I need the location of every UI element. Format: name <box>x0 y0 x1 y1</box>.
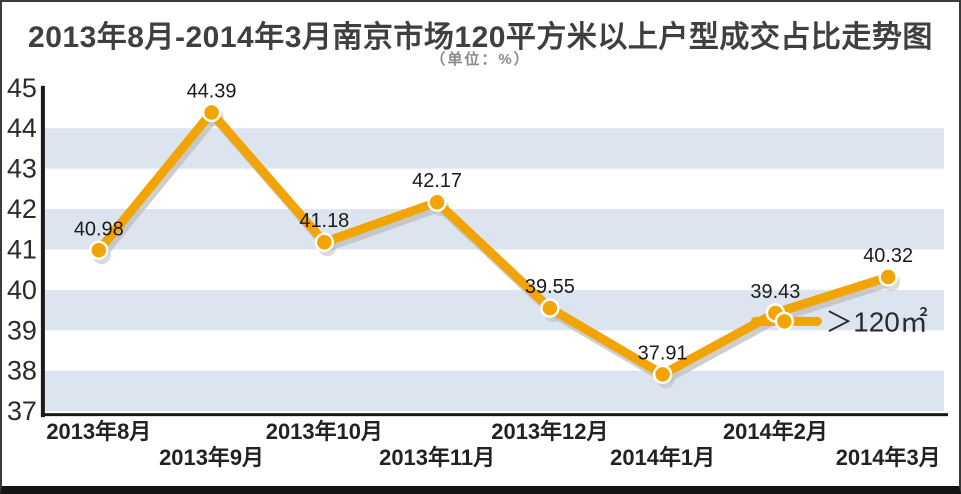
x-tick-label: 2013年10月 <box>266 419 383 444</box>
grid-band <box>44 209 945 250</box>
value-label: 39.43 <box>750 281 800 303</box>
data-point-marker <box>314 232 335 252</box>
legend-marker <box>774 311 795 332</box>
x-tick-label: 2014年1月 <box>610 445 715 470</box>
line-chart: 45 44 43 42 41 40 39 38 37 ＞120㎡ 40.98 44.39 41.18 42… <box>7 73 949 470</box>
grid-band <box>44 370 945 412</box>
data-point-marker <box>652 364 673 385</box>
data-point-marker <box>89 240 109 261</box>
y-axis-line <box>40 85 45 418</box>
y-tick-label: 39 <box>7 315 37 345</box>
chart-title: 2013年8月-2014年3月南京市场120平方米以上户型成交占比走势图 <box>28 21 933 54</box>
x-tick-label: 2013年11月 <box>379 445 495 470</box>
value-label: 39.55 <box>525 276 575 298</box>
chart-subtitle: （单位：%） <box>430 51 531 68</box>
value-label: 37.91 <box>638 342 688 364</box>
y-tick-label: 45 <box>7 73 37 103</box>
x-axis-line <box>40 413 949 417</box>
y-tick-label: 37 <box>7 396 37 426</box>
data-point-marker <box>540 298 560 318</box>
y-tick-label: 42 <box>7 194 37 224</box>
x-tick-label: 2013年9月 <box>159 445 264 470</box>
data-point-marker <box>201 102 222 123</box>
y-tick-label: 41 <box>7 234 37 264</box>
legend-label: ＞120㎡ <box>825 306 928 337</box>
value-label: 44.39 <box>187 81 237 103</box>
x-tick-label: 2014年2月 <box>723 419 828 444</box>
value-label: 40.32 <box>863 245 913 267</box>
value-label: 40.98 <box>74 218 124 240</box>
value-label: 42.17 <box>412 170 462 192</box>
x-tick-label: 2014年3月 <box>836 445 941 470</box>
value-label: 41.18 <box>299 210 349 232</box>
x-tick-label: 2013年12月 <box>491 419 608 444</box>
y-tick-label: 38 <box>7 356 37 386</box>
x-tick-label: 2013年8月 <box>46 419 151 444</box>
y-tick-label: 44 <box>7 113 37 143</box>
data-point-marker <box>878 267 898 287</box>
y-tick-label: 43 <box>7 154 37 184</box>
data-point-marker <box>427 192 447 212</box>
y-tick-label: 40 <box>7 275 37 305</box>
